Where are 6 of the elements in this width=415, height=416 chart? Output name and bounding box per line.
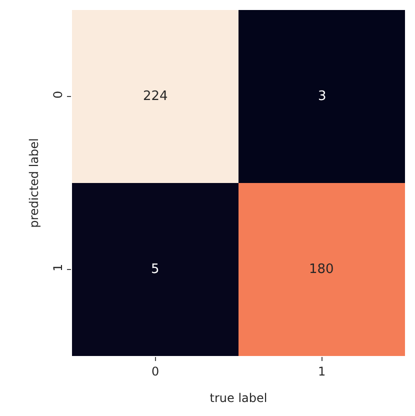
x-axis-title: true label [210,391,268,405]
data-label: 5 [151,262,160,277]
data-label: 180 [309,262,334,277]
data-label: 3 [318,89,326,104]
data-label: 224 [143,89,168,104]
y-axis-title: predicted label [27,138,41,228]
